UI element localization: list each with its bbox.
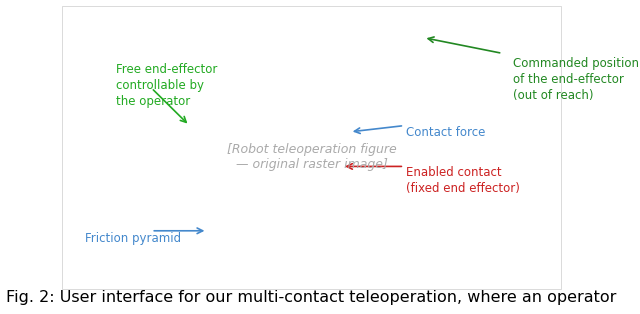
Text: Commanded position
of the end-effector
(out of reach): Commanded position of the end-effector (… bbox=[513, 57, 639, 101]
Text: Free end-effector
controllable by
the operator: Free end-effector controllable by the op… bbox=[116, 63, 217, 108]
Text: Friction pyramid: Friction pyramid bbox=[85, 232, 181, 245]
Text: Contact force: Contact force bbox=[406, 126, 485, 138]
Text: [Robot teleoperation figure
— original raster image]: [Robot teleoperation figure — original r… bbox=[227, 143, 397, 171]
Text: Fig. 2: User interface for our multi-contact teleoperation, where an operator: Fig. 2: User interface for our multi-con… bbox=[6, 290, 617, 305]
Text: Enabled contact
(fixed end effector): Enabled contact (fixed end effector) bbox=[406, 166, 520, 195]
FancyBboxPatch shape bbox=[62, 6, 561, 289]
